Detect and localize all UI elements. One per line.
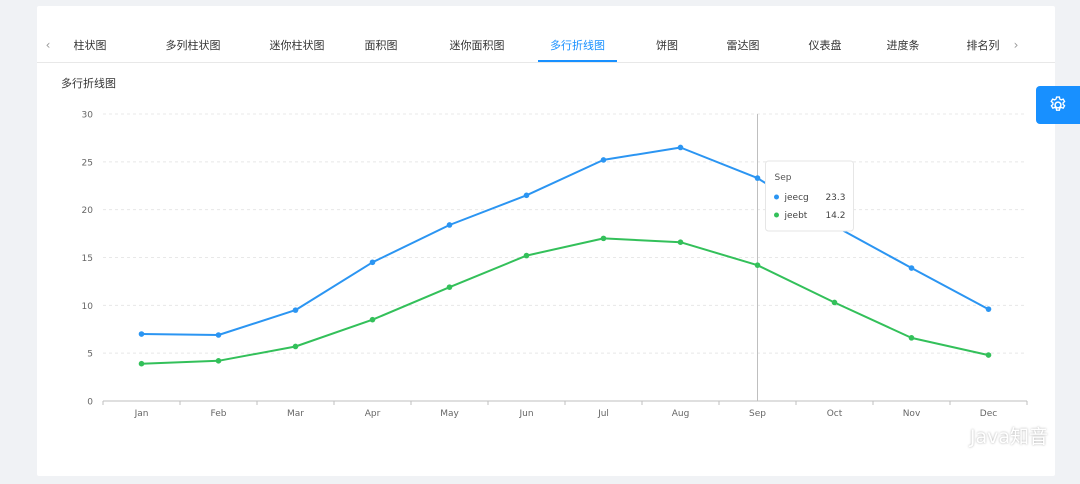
x-tick-label: Jul [597, 409, 609, 419]
data-point [523, 252, 530, 259]
data-point [677, 144, 684, 151]
y-tick-label: 5 [87, 350, 93, 360]
data-point [600, 157, 607, 163]
y-tick-label: 15 [82, 254, 93, 264]
x-tick-label: Sep [749, 409, 766, 419]
x-tick-label: Mar [287, 409, 304, 419]
data-point [985, 306, 992, 312]
watermark: Java知音 [932, 420, 1048, 454]
tab-item[interactable]: 柱状图 [73, 39, 107, 52]
tab-item[interactable]: 多行折线图 [538, 30, 617, 62]
chevron-left-icon[interactable]: ‹ [45, 38, 51, 52]
tooltip-title: Sep [775, 173, 792, 183]
data-point [369, 316, 376, 323]
tab-item[interactable]: 多列柱状图 [165, 39, 221, 52]
tooltip-value: 23.3 [825, 193, 845, 203]
tab-item[interactable]: 雷达图 [726, 39, 760, 52]
data-point [215, 332, 222, 338]
data-point [831, 299, 838, 306]
x-tick-label: Jun [518, 409, 533, 419]
tooltip-marker [774, 194, 779, 200]
tooltip-value: 14.2 [825, 211, 845, 221]
data-point [292, 343, 299, 350]
data-point [138, 331, 145, 337]
y-tick-label: 25 [82, 158, 93, 168]
wechat-icon [932, 427, 959, 448]
x-tick-label: Oct [827, 409, 843, 419]
data-point [446, 222, 453, 228]
tab-item[interactable]: 迷你柱状图 [269, 39, 325, 52]
chart-type-tabs: ‹ › 柱状图 多列柱状图 迷你柱状图 面积图 迷你面积图 多行折线图 饼图 雷达图 仪表盘 进度… [37, 30, 1055, 63]
series-line-jeecg [141, 146, 989, 336]
chart-title: 多行折线图 [61, 77, 116, 90]
data-point [523, 192, 530, 199]
x-tick-label: Dec [980, 409, 997, 419]
data-point [138, 360, 145, 367]
tooltip-box [765, 160, 854, 232]
data-point [908, 265, 915, 271]
data-point [215, 358, 222, 364]
data-point [908, 335, 915, 341]
data-point [754, 262, 761, 268]
y-tick-label: 0 [87, 398, 93, 408]
x-tick-label: May [440, 409, 459, 419]
series-line-jeebt [141, 237, 989, 365]
y-tick-label: 30 [82, 111, 94, 121]
settings-button[interactable] [1036, 86, 1080, 124]
tooltip-series-name: jeebt [784, 211, 808, 221]
watermark-text: Java知音 [969, 426, 1048, 448]
gear-icon [1050, 96, 1066, 111]
y-tick-label: 10 [82, 302, 94, 312]
data-point [600, 235, 607, 242]
data-point [446, 284, 453, 290]
tooltip-series-name: jeecg [784, 193, 809, 203]
tab-item[interactable]: 饼图 [656, 39, 678, 52]
multi-line-chart: 0 5 10 15 20 25 30 Jan Feb Mar Apr May Jun Jul Aug Sep O… [82, 111, 1028, 419]
chevron-right-icon[interactable]: › [1013, 38, 1019, 52]
tab-item[interactable]: 排名列 [966, 39, 1000, 52]
tab-item[interactable]: 仪表盘 [808, 39, 842, 52]
chart-card: ‹ › 柱状图 多列柱状图 迷你柱状图 面积图 迷你面积图 多行折线图 饼图 雷达图 仪表盘 进度… [37, 6, 1055, 476]
x-tick-label: Feb [211, 409, 227, 419]
tab-item[interactable]: 面积图 [364, 39, 398, 52]
tooltip-marker [774, 212, 779, 218]
tab-item[interactable]: 迷你面积图 [449, 39, 505, 52]
data-point [985, 352, 992, 358]
y-tick-label: 20 [82, 206, 94, 216]
data-point [292, 307, 299, 313]
data-point [754, 175, 761, 181]
data-point [677, 239, 684, 245]
data-point [369, 259, 376, 266]
x-tick-label: Aug [672, 409, 690, 419]
x-tick-label: Jan [134, 409, 149, 419]
tab-item[interactable]: 进度条 [886, 39, 920, 52]
x-tick-label: Apr [365, 409, 381, 419]
active-tab-indicator [538, 60, 617, 62]
x-tick-label: Nov [903, 409, 921, 419]
